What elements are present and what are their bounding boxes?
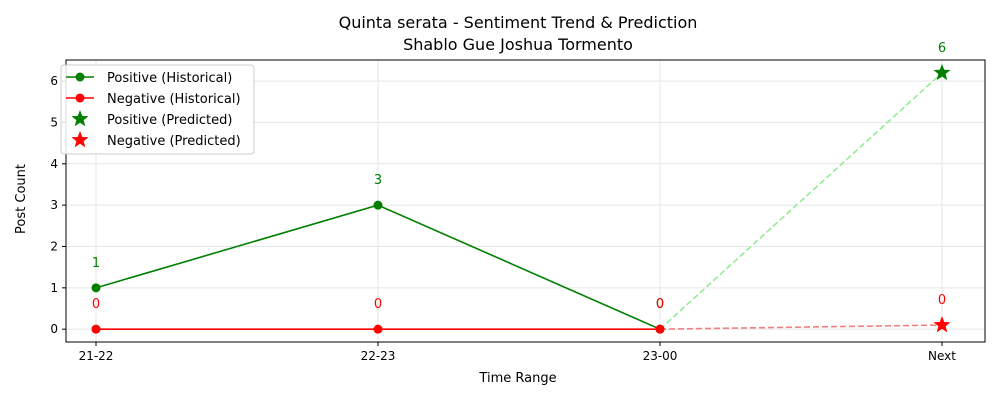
data-point [91,324,101,334]
predicted-star [933,63,951,81]
data-point [373,324,383,334]
predicted-star [933,316,951,333]
data-label: 3 [374,173,382,188]
legend-label: Positive (Predicted) [107,113,232,128]
legend: Positive (Historical) Negative (Historica… [60,64,255,155]
y-axis-label: Post Count [14,164,29,234]
legend-label: Negative (Historical) [107,92,241,107]
data-point [655,324,665,334]
y-tick-label: 3 [50,198,58,212]
data-label: 1 [92,256,100,271]
chart-subtitle: Shablo Gue Joshua Tormento [403,35,633,54]
y-tick-label: 5 [50,115,58,129]
legend-marker [71,110,89,127]
legend-marker [75,72,85,82]
data-point [91,283,101,293]
legend-box [60,64,255,155]
chart-title: Quinta serata - Sentiment Trend & Predic… [339,13,698,32]
data-label: 0 [374,297,382,312]
x-tick-label: 23-00 [643,349,678,363]
y-tick-label: 0 [50,322,58,336]
legend-label: Positive (Historical) [107,71,232,86]
x-axis-label: Time Range [478,371,556,386]
y-tick-label: 1 [50,281,58,295]
prediction-connector [659,72,943,330]
x-tick-label: Next [928,349,956,363]
prediction-connector [659,324,943,330]
data-label: 6 [938,41,946,56]
y-tick-label: 2 [50,239,58,253]
plot-frame [65,59,986,343]
y-tick-label: 4 [50,157,58,171]
data-label: 0 [938,293,946,308]
data-label: 0 [656,297,664,312]
x-tick-label: 22-23 [361,349,396,363]
legend-label: Negative (Predicted) [107,134,241,149]
data-label: 0 [92,297,100,312]
y-tick-label: 6 [50,74,58,88]
legend-marker [71,131,89,148]
x-tick-label: 21-22 [79,349,114,363]
legend-marker [75,93,85,103]
data-point [373,200,383,210]
data-label: 0 [656,297,664,312]
